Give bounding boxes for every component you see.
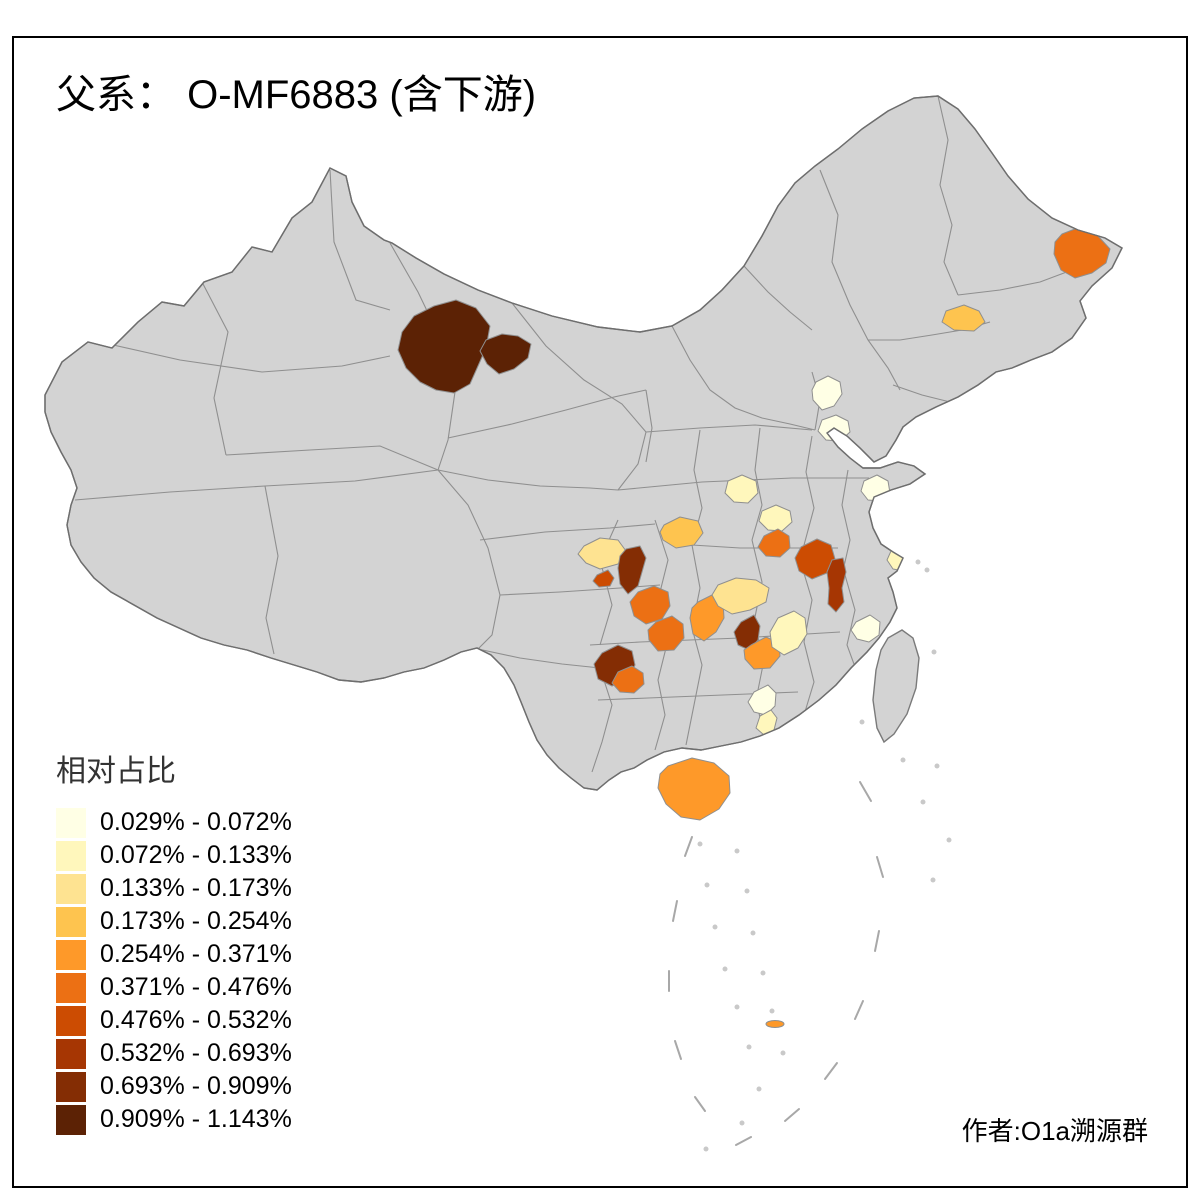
nine-dash-line: [668, 781, 884, 1146]
legend-swatch: [56, 906, 86, 937]
map-region-gansu-east: [724, 474, 759, 504]
map-region-shaanxi-central: [758, 504, 793, 532]
legend-row: 0.532% - 0.693%: [56, 1037, 292, 1070]
map-region-fujian-northwest: [850, 614, 881, 643]
legend-row: 0.254% - 0.371%: [56, 938, 292, 971]
legend-swatch: [56, 972, 86, 1003]
attribution: 作者:O1a溯源群: [961, 1116, 1148, 1146]
legend-row: 0.909% - 1.143%: [56, 1103, 292, 1136]
sea-islets: [697, 559, 952, 1152]
map-region-hubei-west: [757, 528, 791, 558]
legend-swatch: [56, 807, 86, 838]
legend-swatch: [56, 840, 86, 871]
legend-title: 相对占比: [56, 755, 176, 788]
legend-row: 0.072% - 0.133%: [56, 839, 292, 872]
legend-row: 0.173% - 0.254%: [56, 905, 292, 938]
legend-swatch: [56, 1104, 86, 1135]
map-region-chengdu-area: [617, 545, 647, 595]
legend-swatch: [56, 939, 86, 970]
mainland-shape: [44, 95, 1123, 791]
colored-regions: [397, 226, 1111, 736]
legend-row: 0.476% - 0.532%: [56, 1004, 292, 1037]
legend-row: 0.371% - 0.476%: [56, 971, 292, 1004]
legend-label: 0.133% - 0.173%: [100, 874, 292, 902]
legend-row: 0.693% - 0.909%: [56, 1070, 292, 1103]
legend-label: 0.909% - 1.143%: [100, 1105, 292, 1133]
map-region-sichuan-central: [629, 585, 671, 625]
legend-label: 0.072% - 0.133%: [100, 841, 292, 869]
map-region-hunan-west: [743, 636, 781, 670]
map-region-sichuan-south: [647, 615, 685, 652]
map-region-chongqing-east: [711, 577, 770, 615]
taiwan-island: [872, 629, 920, 744]
map-region-anhui-south-strip: [826, 557, 847, 613]
legend-label: 0.693% - 0.909%: [100, 1072, 292, 1100]
legend-label: 0.029% - 0.072%: [100, 808, 292, 836]
legend-label: 0.173% - 0.254%: [100, 907, 292, 935]
legend-swatch: [56, 1038, 86, 1069]
map-region-sichuan-west: [577, 537, 627, 570]
map-region-sichuan-north: [659, 516, 704, 549]
legend-label: 0.254% - 0.371%: [100, 940, 292, 968]
legend: 相对占比 0.029% - 0.072% 0.072% - 0.133% 0.1…: [56, 746, 292, 1136]
map-region-xinjiang-east: [479, 333, 532, 375]
legend-swatch: [56, 1071, 86, 1102]
map-region-beijing-area: [811, 375, 843, 411]
map-region-hainan: [657, 757, 731, 821]
legend-swatch: [56, 873, 86, 904]
page-title: 父系： O-MF6883 (含下游): [56, 73, 537, 117]
map-region-south-sea-islet: [765, 1020, 785, 1028]
map-region-hunan-north: [769, 610, 808, 656]
legend-label: 0.371% - 0.476%: [100, 973, 292, 1001]
legend-swatch: [56, 1005, 86, 1036]
map-region-sichuan-southwest: [592, 569, 615, 588]
legend-row: 0.133% - 0.173%: [56, 872, 292, 905]
map-region-jilin-central: [941, 304, 986, 332]
islands: [657, 629, 920, 1028]
legend-row: 0.029% - 0.072%: [56, 806, 292, 839]
map-region-xinjiang-west: [397, 299, 491, 394]
map-region-guiyang-area: [611, 665, 645, 694]
legend-label: 0.476% - 0.532%: [100, 1006, 292, 1034]
legend-label: 0.532% - 0.693%: [100, 1039, 292, 1067]
